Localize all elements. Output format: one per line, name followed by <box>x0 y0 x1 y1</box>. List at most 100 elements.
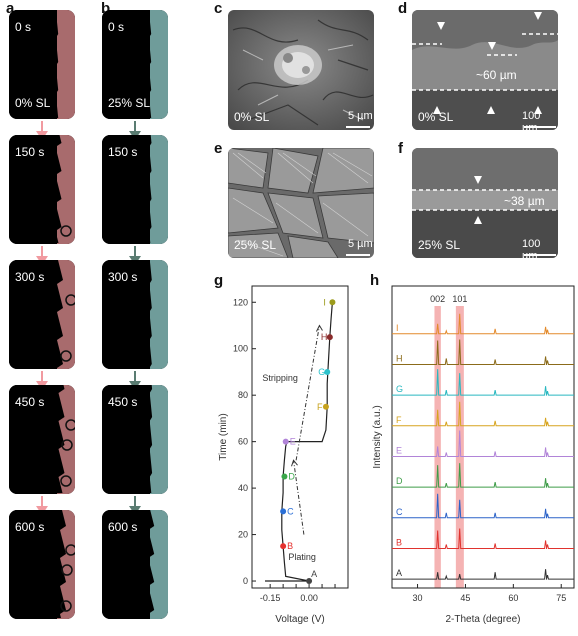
voltage-time-chart: 0 20 40 60 80 100 120 -0.15 0.00 Voltage (V) Time … <box>218 285 349 625</box>
point-label: H <box>321 332 328 342</box>
electrode-edge <box>102 135 152 244</box>
sem-d-caption: 0% SL <box>418 110 454 124</box>
xrd-pattern <box>392 430 574 457</box>
data-point <box>280 543 287 550</box>
time-label: 0 s <box>15 20 32 34</box>
thickness-label-f: ~38 µm <box>504 194 545 208</box>
electrolyte-region <box>57 10 75 119</box>
pattern-label: E <box>396 445 402 455</box>
time-label: 450 s <box>15 395 45 409</box>
gas-bubble <box>65 544 75 556</box>
y-tick-label: 20 <box>238 530 248 540</box>
sem-e-caption: 25% SL <box>234 238 277 252</box>
electrode-edge <box>9 510 75 619</box>
data-point <box>326 334 333 341</box>
y-axis-label: Intensity (a.u.) <box>372 405 383 468</box>
plot-frame <box>391 285 575 589</box>
electrolyte-region <box>57 135 75 244</box>
highlight-label: 002 <box>430 294 445 304</box>
gas-bubble <box>60 600 72 612</box>
pattern-label: H <box>396 353 403 363</box>
sem-image-f: ~38 µm 25% SL 100 µm <box>412 148 558 258</box>
point-label: A <box>311 569 317 579</box>
xrd-pattern <box>392 401 574 427</box>
data-point <box>280 508 287 515</box>
series-line <box>265 302 333 582</box>
panel-b-label: b <box>101 0 111 17</box>
sem-texture-f <box>412 148 558 258</box>
sem-c-caption: 0% SL <box>234 110 270 124</box>
gas-bubble <box>61 439 73 451</box>
electrolyte-region <box>57 260 75 369</box>
time-label: 450 s <box>108 395 138 409</box>
scale-label-e: 5 µm <box>348 238 373 250</box>
y-tick-label: 0 <box>243 576 248 586</box>
xrd-pattern <box>392 569 574 580</box>
time-lapse-frame: 0 s 25% SL <box>102 10 168 119</box>
electrode-edge <box>9 135 72 244</box>
point-label: E <box>290 437 296 447</box>
electrode-edge <box>102 510 155 619</box>
sem-f-caption: 25% SL <box>418 238 461 252</box>
plating-annotation: Plating <box>288 552 316 562</box>
sem-image-c: 0% SL 5 µm <box>228 10 374 130</box>
pattern-label: B <box>396 537 402 547</box>
y-tick-label: 60 <box>238 437 248 447</box>
stripping-annotation: Stripping <box>262 373 298 383</box>
electrolyte-region <box>150 135 168 244</box>
electrolyte-region <box>150 260 168 369</box>
sem-texture-c <box>228 10 374 130</box>
panel-e-label: e <box>214 140 223 157</box>
x-tick-label: 30 <box>413 593 423 603</box>
panel-a-label: a <box>6 0 15 17</box>
time-lapse-frame: 150 s <box>9 135 75 244</box>
electrolyte-region <box>150 10 168 119</box>
sem-image-d: ~60 µm 0% SL 100 µm <box>412 10 558 130</box>
time-label: 0 s <box>108 20 125 34</box>
electrode-edge <box>9 10 59 119</box>
gas-bubble <box>61 564 73 576</box>
electrode-edge <box>9 260 75 369</box>
panel-d-label: d <box>398 0 408 17</box>
point-label: B <box>287 541 293 551</box>
sem-texture-d <box>412 10 558 130</box>
sem-image-e: 25% SL 5 µm <box>228 148 374 258</box>
data-point <box>282 438 289 445</box>
pattern-label: D <box>396 476 403 486</box>
data-point <box>322 403 329 410</box>
pattern-label: C <box>396 507 403 517</box>
electrode-edge <box>102 260 152 369</box>
time-label: 300 s <box>108 270 138 284</box>
time-lapse-frame: 150 s <box>102 135 168 244</box>
time-lapse-frame: 300 s <box>102 260 168 369</box>
panel-g-label: g <box>214 272 224 289</box>
pattern-label: A <box>396 568 402 578</box>
time-lapse-frame: 300 s <box>9 260 75 369</box>
panel-h-label: h <box>370 272 380 289</box>
xrd-pattern <box>392 369 574 396</box>
xrd-chart: 002 101 I H G F E D C B A 30 45 60 75 2-Theta (degree) I… <box>372 285 575 625</box>
xrd-pattern <box>392 313 574 335</box>
electrolyte-region <box>150 385 168 494</box>
sem-texture-e <box>228 148 374 258</box>
plot-frame <box>251 285 349 589</box>
time-label: 150 s <box>108 145 138 159</box>
condition-label: 0% SL <box>15 96 51 110</box>
time-label: 600 s <box>15 520 45 534</box>
plating-arrowhead <box>291 459 298 467</box>
x-axis-label: Voltage (V) <box>275 614 324 625</box>
y-axis-label: Time (min) <box>218 413 229 460</box>
electrode-edge <box>9 385 75 494</box>
stripping-arrow <box>295 325 320 461</box>
scale-bar-c <box>346 126 370 128</box>
x-tick-label: 45 <box>460 593 470 603</box>
point-label: D <box>288 471 295 481</box>
xrd-pattern <box>392 493 574 519</box>
time-lapse-frame: 450 s <box>102 385 168 494</box>
y-tick-label: 40 <box>238 483 248 493</box>
time-lapse-frame: 0 s 0% SL <box>9 10 75 119</box>
stripping-arrowhead <box>316 324 323 332</box>
point-label: C <box>287 506 294 516</box>
pattern-label: I <box>396 323 399 333</box>
time-lapse-frame: 600 s <box>102 510 168 619</box>
